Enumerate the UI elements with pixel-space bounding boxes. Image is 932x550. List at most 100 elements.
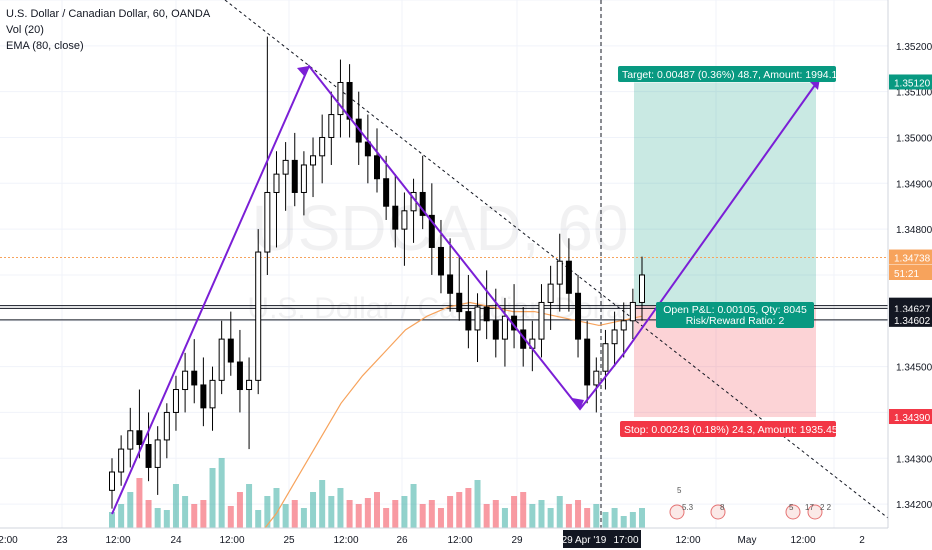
crosshair-date-box bbox=[563, 530, 641, 548]
volume-bar bbox=[437, 508, 444, 528]
price-tick-label: 1.34800 bbox=[896, 225, 932, 236]
volume-bar bbox=[182, 496, 189, 528]
volume-bar bbox=[319, 480, 326, 528]
volume-bar bbox=[410, 484, 417, 528]
volume-bar bbox=[492, 500, 499, 528]
price-tag-box bbox=[889, 265, 932, 280]
volume-bar bbox=[163, 510, 170, 528]
volume-bar bbox=[584, 508, 591, 528]
economic-event-icon[interactable] bbox=[669, 504, 685, 520]
volume-bar bbox=[346, 500, 353, 528]
volume-bar bbox=[264, 496, 271, 528]
volume-bar bbox=[109, 512, 115, 528]
time-tick-label: 23 bbox=[56, 535, 68, 546]
price-tag-label: 1.34390 bbox=[894, 413, 931, 424]
candle-body bbox=[154, 439, 161, 468]
volume-bar bbox=[236, 492, 243, 528]
volume-bar bbox=[291, 500, 298, 528]
volume-bar bbox=[209, 468, 216, 528]
price-tick-label: 1.34500 bbox=[896, 363, 932, 374]
volume-bar bbox=[465, 488, 472, 528]
volume-bar bbox=[246, 484, 253, 528]
crosshair-time-label: 17:00 bbox=[613, 535, 638, 546]
price-tick-label: 1.35200 bbox=[896, 42, 932, 53]
candle-body bbox=[428, 214, 435, 248]
candle-body bbox=[556, 260, 563, 285]
crosshair-date-label: 29 Apr '19 bbox=[562, 535, 607, 546]
volume-bar bbox=[639, 508, 645, 528]
dashed-trendline[interactable] bbox=[224, 0, 889, 519]
price-tag-box bbox=[889, 74, 932, 90]
time-tick-label: 12:00 bbox=[219, 535, 244, 546]
economic-event-icon[interactable] bbox=[807, 504, 823, 520]
volume-bar bbox=[392, 500, 399, 528]
volume-bar bbox=[529, 504, 536, 528]
ema-indicator-label: EMA (80, close) bbox=[6, 40, 84, 52]
price-tag-label: 1.34627 bbox=[894, 304, 931, 315]
volume-indicator-label: Vol (20) bbox=[6, 24, 44, 36]
volume-bar bbox=[227, 506, 234, 528]
price-tick-label: 1.34900 bbox=[896, 179, 932, 190]
time-tick-label: May bbox=[738, 535, 757, 546]
volume-bar bbox=[218, 458, 225, 528]
target-zone[interactable] bbox=[634, 82, 816, 306]
volume-bar bbox=[255, 510, 262, 528]
candle-body bbox=[437, 246, 444, 276]
candle-body bbox=[620, 320, 627, 331]
candle-body bbox=[383, 178, 390, 207]
candle-body bbox=[319, 136, 326, 157]
candle-body bbox=[300, 164, 307, 193]
candle-body bbox=[538, 301, 545, 340]
volume-bar bbox=[538, 500, 545, 528]
candle-body bbox=[565, 260, 572, 294]
price-tag-label: 1.34602 bbox=[894, 316, 931, 327]
candle-body bbox=[255, 251, 262, 381]
candle-body bbox=[419, 191, 426, 216]
candle-body bbox=[246, 379, 253, 391]
volume-bar bbox=[364, 498, 371, 528]
candle-body bbox=[182, 370, 189, 391]
symbol-title: U.S. Dollar / Canadian Dollar, 60, OANDA bbox=[6, 8, 211, 20]
candle-body bbox=[191, 370, 198, 386]
event-count-label: 8 bbox=[720, 503, 725, 512]
volume-bar bbox=[145, 500, 152, 528]
candle-body bbox=[629, 301, 636, 322]
candle-body bbox=[639, 274, 645, 303]
event-count-label: 17 bbox=[805, 503, 814, 512]
pattern-arrowhead bbox=[572, 398, 584, 409]
candle-body bbox=[447, 274, 454, 294]
time-tick-label: 2:00 bbox=[0, 535, 18, 546]
candle-body bbox=[200, 384, 207, 409]
candle-body bbox=[291, 159, 298, 193]
legend-block: U.S. Dollar / Canadian Dollar, 60, OANDA… bbox=[6, 6, 210, 54]
candle-body bbox=[602, 343, 609, 372]
volume-bar bbox=[118, 504, 125, 528]
volume-bar bbox=[200, 500, 207, 528]
volume-bar bbox=[310, 492, 317, 528]
target-label: Target: 0.00487 (0.36%) 48.7, Amount: 19… bbox=[622, 69, 843, 81]
candle-body bbox=[310, 155, 317, 166]
economic-event-icon[interactable] bbox=[710, 504, 726, 520]
price-tag-label: 51:21 bbox=[894, 269, 919, 280]
candle-body bbox=[236, 361, 243, 391]
time-tick-label: 12:00 bbox=[447, 535, 472, 546]
target-label-box bbox=[618, 66, 836, 82]
volume-bar bbox=[456, 492, 463, 528]
candle-body bbox=[209, 379, 216, 409]
candle-body bbox=[163, 411, 170, 441]
stop-label-box bbox=[620, 421, 836, 437]
event-count-label: 5 bbox=[677, 486, 682, 495]
time-tick-label: 26 bbox=[396, 535, 408, 546]
economic-event-icon[interactable] bbox=[785, 504, 801, 520]
pnl-label-box bbox=[656, 302, 814, 328]
volume-bar bbox=[282, 504, 289, 528]
volume-bar bbox=[565, 504, 572, 528]
time-axis[interactable] bbox=[0, 528, 932, 550]
price-tick-label: 1.35000 bbox=[896, 133, 932, 144]
volume-bar bbox=[602, 512, 609, 528]
volume-bar bbox=[620, 516, 627, 528]
price-tag-label: 1.34738 bbox=[894, 254, 931, 265]
candle-body bbox=[374, 155, 380, 180]
